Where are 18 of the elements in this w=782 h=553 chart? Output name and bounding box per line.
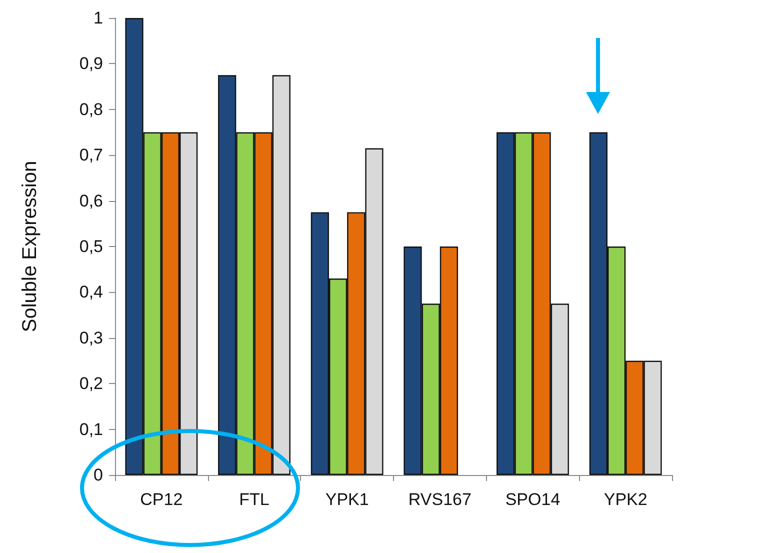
y-tick-label: 0 [94, 466, 103, 484]
x-tick-label: RVS167 [408, 490, 472, 509]
y-tick-label: 0,2 [79, 374, 103, 394]
y-tick-label: 0,4 [79, 282, 103, 302]
y-tick-label: 0,6 [79, 191, 103, 210]
x-tick-label: SPO14 [505, 490, 560, 509]
y-axis-title: Soluble Expression [19, 160, 41, 332]
y-tick-label: 0,8 [79, 100, 103, 119]
y-tick-label: 0,3 [79, 328, 103, 348]
x-tick-label: YPK2 [604, 490, 648, 509]
x-tick-label: CP12 [140, 490, 183, 509]
y-tick-label: 1 [94, 8, 103, 28]
y-tick-label: 0,7 [79, 146, 103, 165]
y-tick-label: 0,1 [79, 420, 103, 439]
x-tick-label: FTL [239, 490, 270, 509]
x-tick-label: YPK1 [325, 490, 369, 509]
y-tick-label: 0,5 [79, 237, 103, 256]
y-tick-label: 0,9 [79, 54, 103, 74]
